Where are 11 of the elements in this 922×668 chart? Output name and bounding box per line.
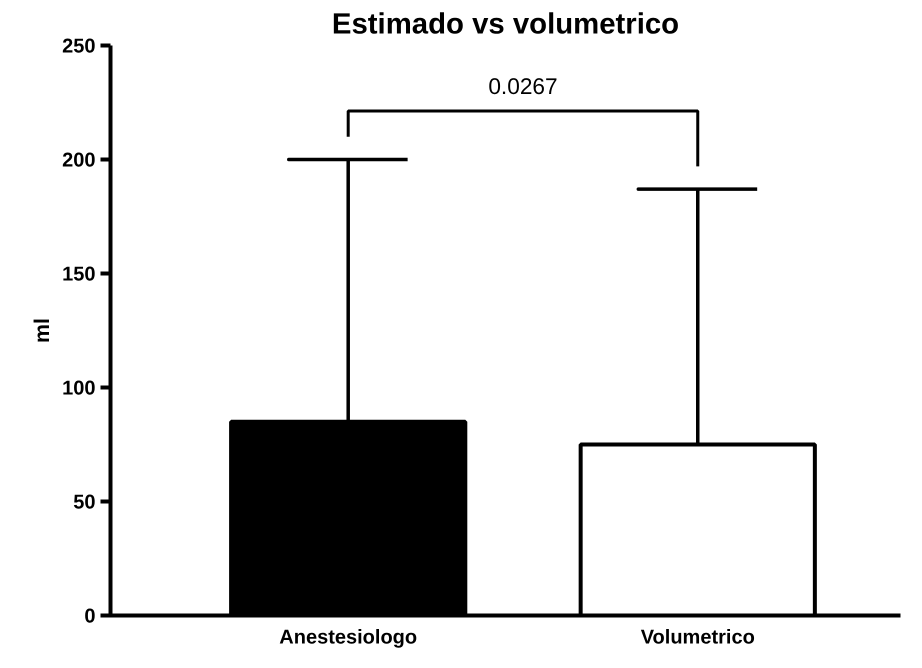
y-axis-title: ml bbox=[30, 318, 54, 343]
annotation: 0.0267 bbox=[488, 72, 558, 99]
chart-title: Estimado vs volumetrico bbox=[332, 8, 680, 40]
y-tick-label: 50 bbox=[73, 492, 96, 514]
y-tick-label: 0 bbox=[84, 606, 96, 628]
y-tick-label: 200 bbox=[62, 150, 96, 172]
y-tick-label: 100 bbox=[62, 378, 96, 400]
x-tick-label: Volumetrico bbox=[640, 626, 755, 648]
y-tick-label: 250 bbox=[62, 36, 96, 58]
y-tick-label: 150 bbox=[62, 264, 96, 286]
x-tick-label: Anestesiologo bbox=[279, 626, 418, 648]
